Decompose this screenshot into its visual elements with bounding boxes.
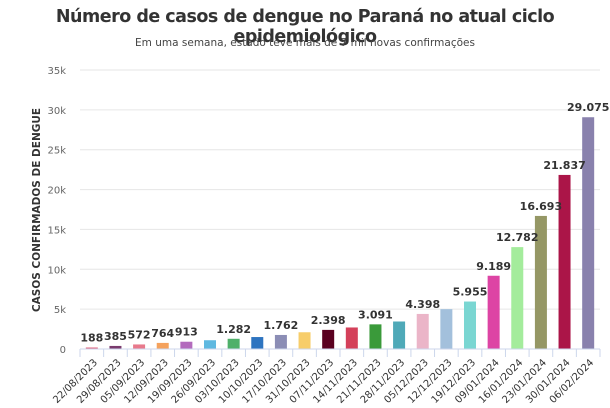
data-label: 5.955 <box>453 286 488 299</box>
bar[interactable] <box>133 344 146 349</box>
bar[interactable] <box>487 275 500 349</box>
bar[interactable] <box>464 301 476 349</box>
data-label: 1.282 <box>216 323 251 336</box>
bar[interactable] <box>109 345 122 349</box>
data-label: 21.837 <box>543 159 585 172</box>
y-tick-label: 0 <box>60 345 66 356</box>
bar[interactable] <box>534 215 547 349</box>
gridlines <box>80 69 600 310</box>
bar[interactable] <box>345 327 358 349</box>
data-label: 188 <box>80 332 103 345</box>
y-tick-label: 35k <box>47 66 66 77</box>
y-tick-label: 25k <box>47 146 66 157</box>
bar[interactable] <box>582 117 595 349</box>
data-label: 9.189 <box>476 260 511 273</box>
x-axis-ticks: 22/08/202329/08/202305/09/202312/09/2023… <box>51 349 601 406</box>
y-tick-label: 20k <box>47 186 66 197</box>
y-tick-label: 15k <box>47 225 66 236</box>
bar[interactable] <box>416 313 429 349</box>
bar[interactable] <box>511 247 524 349</box>
bar[interactable] <box>393 321 406 349</box>
data-label: 4.398 <box>405 298 440 311</box>
bar[interactable] <box>440 309 453 349</box>
bar[interactable] <box>274 334 287 349</box>
bars <box>85 117 595 349</box>
data-label: 913 <box>175 326 198 339</box>
chart-title: Número de casos de dengue no Paraná no a… <box>55 7 555 47</box>
bar[interactable] <box>369 324 382 349</box>
bar[interactable] <box>180 341 193 349</box>
data-label: 2.398 <box>311 314 346 327</box>
y-tick-label: 10k <box>47 265 66 276</box>
y-axis-ticks: 0 5k 10k 15k 20k 25k 30k 35k <box>47 66 66 356</box>
data-label: 1.762 <box>264 319 299 332</box>
y-tick-label: 5k <box>54 305 66 316</box>
y-axis-label: CASOS CONFIRMADOS DE DENGUE <box>31 108 43 312</box>
bar[interactable] <box>298 332 311 349</box>
bar[interactable] <box>251 337 264 349</box>
bar[interactable] <box>322 329 335 349</box>
y-tick-label: 30k <box>47 106 66 117</box>
data-label: 12.782 <box>496 231 538 244</box>
data-label: 3.091 <box>358 308 393 321</box>
chart-subtitle: Em uma semana, estado teve mais de 7 mil… <box>135 37 475 49</box>
bar[interactable] <box>227 338 240 349</box>
data-label: 764 <box>151 327 174 340</box>
data-label: 29.075 <box>567 101 609 114</box>
bar[interactable] <box>156 342 169 349</box>
bar[interactable] <box>558 174 571 349</box>
data-label: 16.693 <box>520 200 562 213</box>
data-label: 385 <box>104 330 127 343</box>
bar[interactable] <box>204 340 216 349</box>
data-label: 572 <box>128 328 151 341</box>
data-labels: 188 385 572 764 913 1.282 1.762 2.398 3.091 4.398… <box>80 101 609 344</box>
bar[interactable] <box>85 347 98 349</box>
